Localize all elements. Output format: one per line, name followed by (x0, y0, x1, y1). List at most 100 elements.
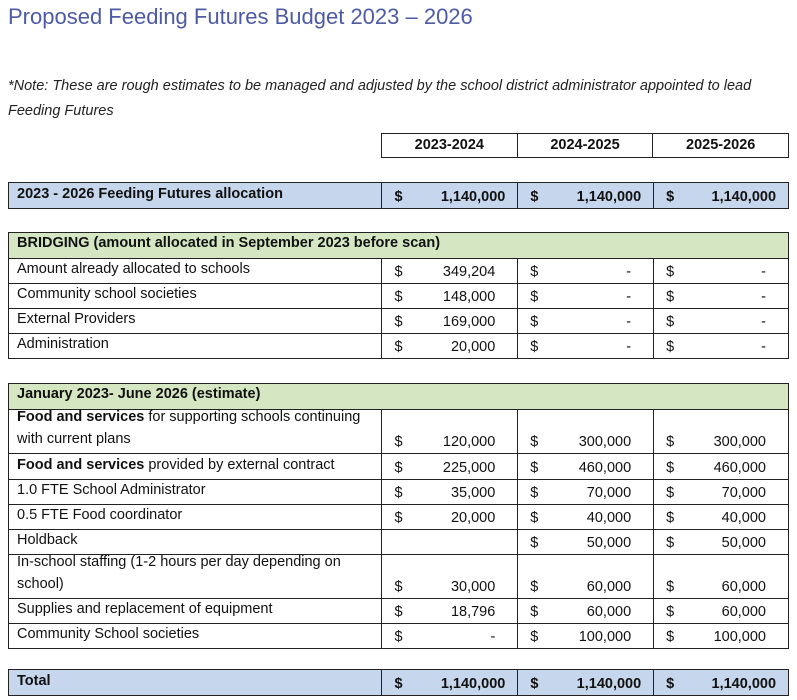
year-header-row: 2023-2024 2024-2025 2025-2026 (381, 133, 789, 158)
row-label-text: In-school staffing (1-2 hours per day de… (17, 554, 341, 592)
amount-value: - (626, 339, 632, 355)
row-label: Holdback (9, 530, 381, 554)
currency-symbol: $ (666, 510, 675, 526)
currency-symbol: $ (394, 485, 403, 501)
row-label-text: Administration (17, 336, 109, 352)
amount-value: 300,000 (713, 434, 766, 450)
row-label-text: Holdback (17, 532, 78, 548)
amount-value: 460,000 (578, 460, 632, 476)
amount-value: 40,000 (721, 510, 766, 526)
row-label-bold: Food and services (17, 409, 145, 425)
currency-symbol: $ (394, 510, 403, 526)
amount-cell: $120,000 (381, 410, 517, 453)
table-row: In-school staffing (1-2 hours per day de… (9, 554, 788, 598)
currency-symbol: $ (530, 510, 539, 526)
amount-cell: $40,000 (653, 505, 788, 529)
row-label-text: provided by external contract (144, 457, 335, 473)
amount-value: 40,000 (586, 510, 632, 526)
allocation-row: 2023 - 2026 Feeding Futures allocation $1… (9, 183, 788, 208)
amount-cell: $1,140,000 (517, 183, 653, 208)
currency-symbol: $ (666, 189, 675, 205)
amount-value: - (761, 339, 766, 355)
currency-symbol: $ (530, 604, 539, 620)
amount-cell: $ - (653, 334, 788, 358)
amount-value: - (626, 314, 632, 330)
currency-symbol: $ (394, 629, 403, 645)
amount-cell: $70,000 (653, 480, 788, 504)
currency-symbol: $ (666, 339, 675, 355)
currency-symbol: $ (530, 289, 539, 305)
amount-value: 60,000 (721, 604, 766, 620)
table-row: Administration $20,000 $ - $ - (9, 333, 788, 358)
amount-cell: $60,000 (517, 555, 653, 598)
amount-value: 1,140,000 (576, 676, 642, 692)
total-row: Total $1,140,000 $1,140,000 $1,140,000 (9, 670, 788, 695)
row-label: Community school societies (9, 284, 381, 308)
row-label: Community School societies (9, 624, 381, 648)
currency-symbol: $ (394, 460, 403, 476)
currency-symbol: $ (666, 289, 675, 305)
row-label: Food and services provided by external c… (9, 454, 381, 479)
amount-cell: $1,140,000 (381, 183, 517, 208)
row-label-text: Supplies and replacement of equipment (17, 601, 273, 617)
amount-value: 50,000 (586, 535, 632, 551)
amount-value: 460,000 (713, 460, 766, 476)
row-label: 1.0 FTE School Administrator (9, 480, 381, 504)
currency-symbol: $ (394, 339, 403, 355)
amount-value: - (626, 264, 632, 280)
amount-cell: $ - (381, 624, 517, 648)
table-row: Community school societies $148,000 $ - $ - (9, 283, 788, 308)
currency-symbol: $ (666, 676, 675, 692)
estimate-table: January 2023- June 2026 (estimate) Food … (8, 383, 789, 649)
column-header: 2024-2025 (516, 134, 653, 157)
currency-symbol: $ (530, 629, 539, 645)
amount-cell: $300,000 (653, 410, 788, 453)
amount-cell: $20,000 (381, 334, 517, 358)
amount-cell: $ - (517, 334, 653, 358)
currency-symbol: $ (530, 189, 539, 205)
page-title: Proposed Feeding Futures Budget 2023 – 2… (8, 4, 473, 29)
table-row: Food and services for supporting schools… (9, 409, 788, 453)
amount-value: 60,000 (586, 604, 632, 620)
amount-cell: $60,000 (653, 555, 788, 598)
row-label: 2023 - 2026 Feeding Futures allocation (9, 183, 381, 208)
table-row: External Providers $169,000 $ - $ - (9, 308, 788, 333)
row-label-text: Amount already allocated to schools (17, 261, 250, 277)
amount-value: 1,140,000 (440, 676, 506, 692)
currency-symbol: $ (530, 485, 539, 501)
amount-value: 148,000 (442, 289, 496, 305)
amount-value: 300,000 (578, 434, 632, 450)
row-label-text: Total (17, 673, 51, 689)
amount-value: - (761, 289, 766, 305)
currency-symbol: $ (394, 676, 403, 692)
amount-cell: $ - (517, 284, 653, 308)
amount-cell: $349,204 (381, 259, 517, 283)
amount-cell: $50,000 (653, 530, 788, 554)
amount-cell: $225,000 (381, 454, 517, 479)
row-label: 0.5 FTE Food coordinator (9, 505, 381, 529)
row-label-bold: Food and services (17, 457, 145, 473)
amount-cell: $ - (653, 259, 788, 283)
amount-value: 70,000 (586, 485, 632, 501)
currency-symbol: $ (666, 434, 675, 450)
amount-value: 120,000 (442, 434, 496, 450)
amount-cell: $460,000 (653, 454, 788, 479)
amount-cell: $40,000 (517, 505, 653, 529)
note-text: *Note: These are rough estimates to be m… (8, 78, 752, 119)
amount-value: 1,140,000 (711, 676, 777, 692)
row-label-text: for supporting schools continuing with c… (17, 409, 361, 447)
amount-cell: $60,000 (653, 599, 788, 623)
currency-symbol: $ (530, 676, 539, 692)
amount-cell: $ - (653, 309, 788, 333)
table-row: Food and services provided by external c… (9, 453, 788, 479)
amount-value: 18,796 (450, 604, 496, 620)
currency-symbol: $ (666, 460, 675, 476)
table-row: Supplies and replacement of equipment $18… (9, 598, 788, 623)
amount-cell: $1,140,000 (653, 670, 788, 695)
column-header: 2023-2024 (414, 137, 484, 153)
currency-symbol: $ (666, 264, 675, 280)
table-row: 1.0 FTE School Administrator $35,000 $70,0… (9, 479, 788, 504)
amount-value: 100,000 (578, 629, 632, 645)
table-row: Community School societies $ - $100,000 $100… (9, 623, 788, 648)
